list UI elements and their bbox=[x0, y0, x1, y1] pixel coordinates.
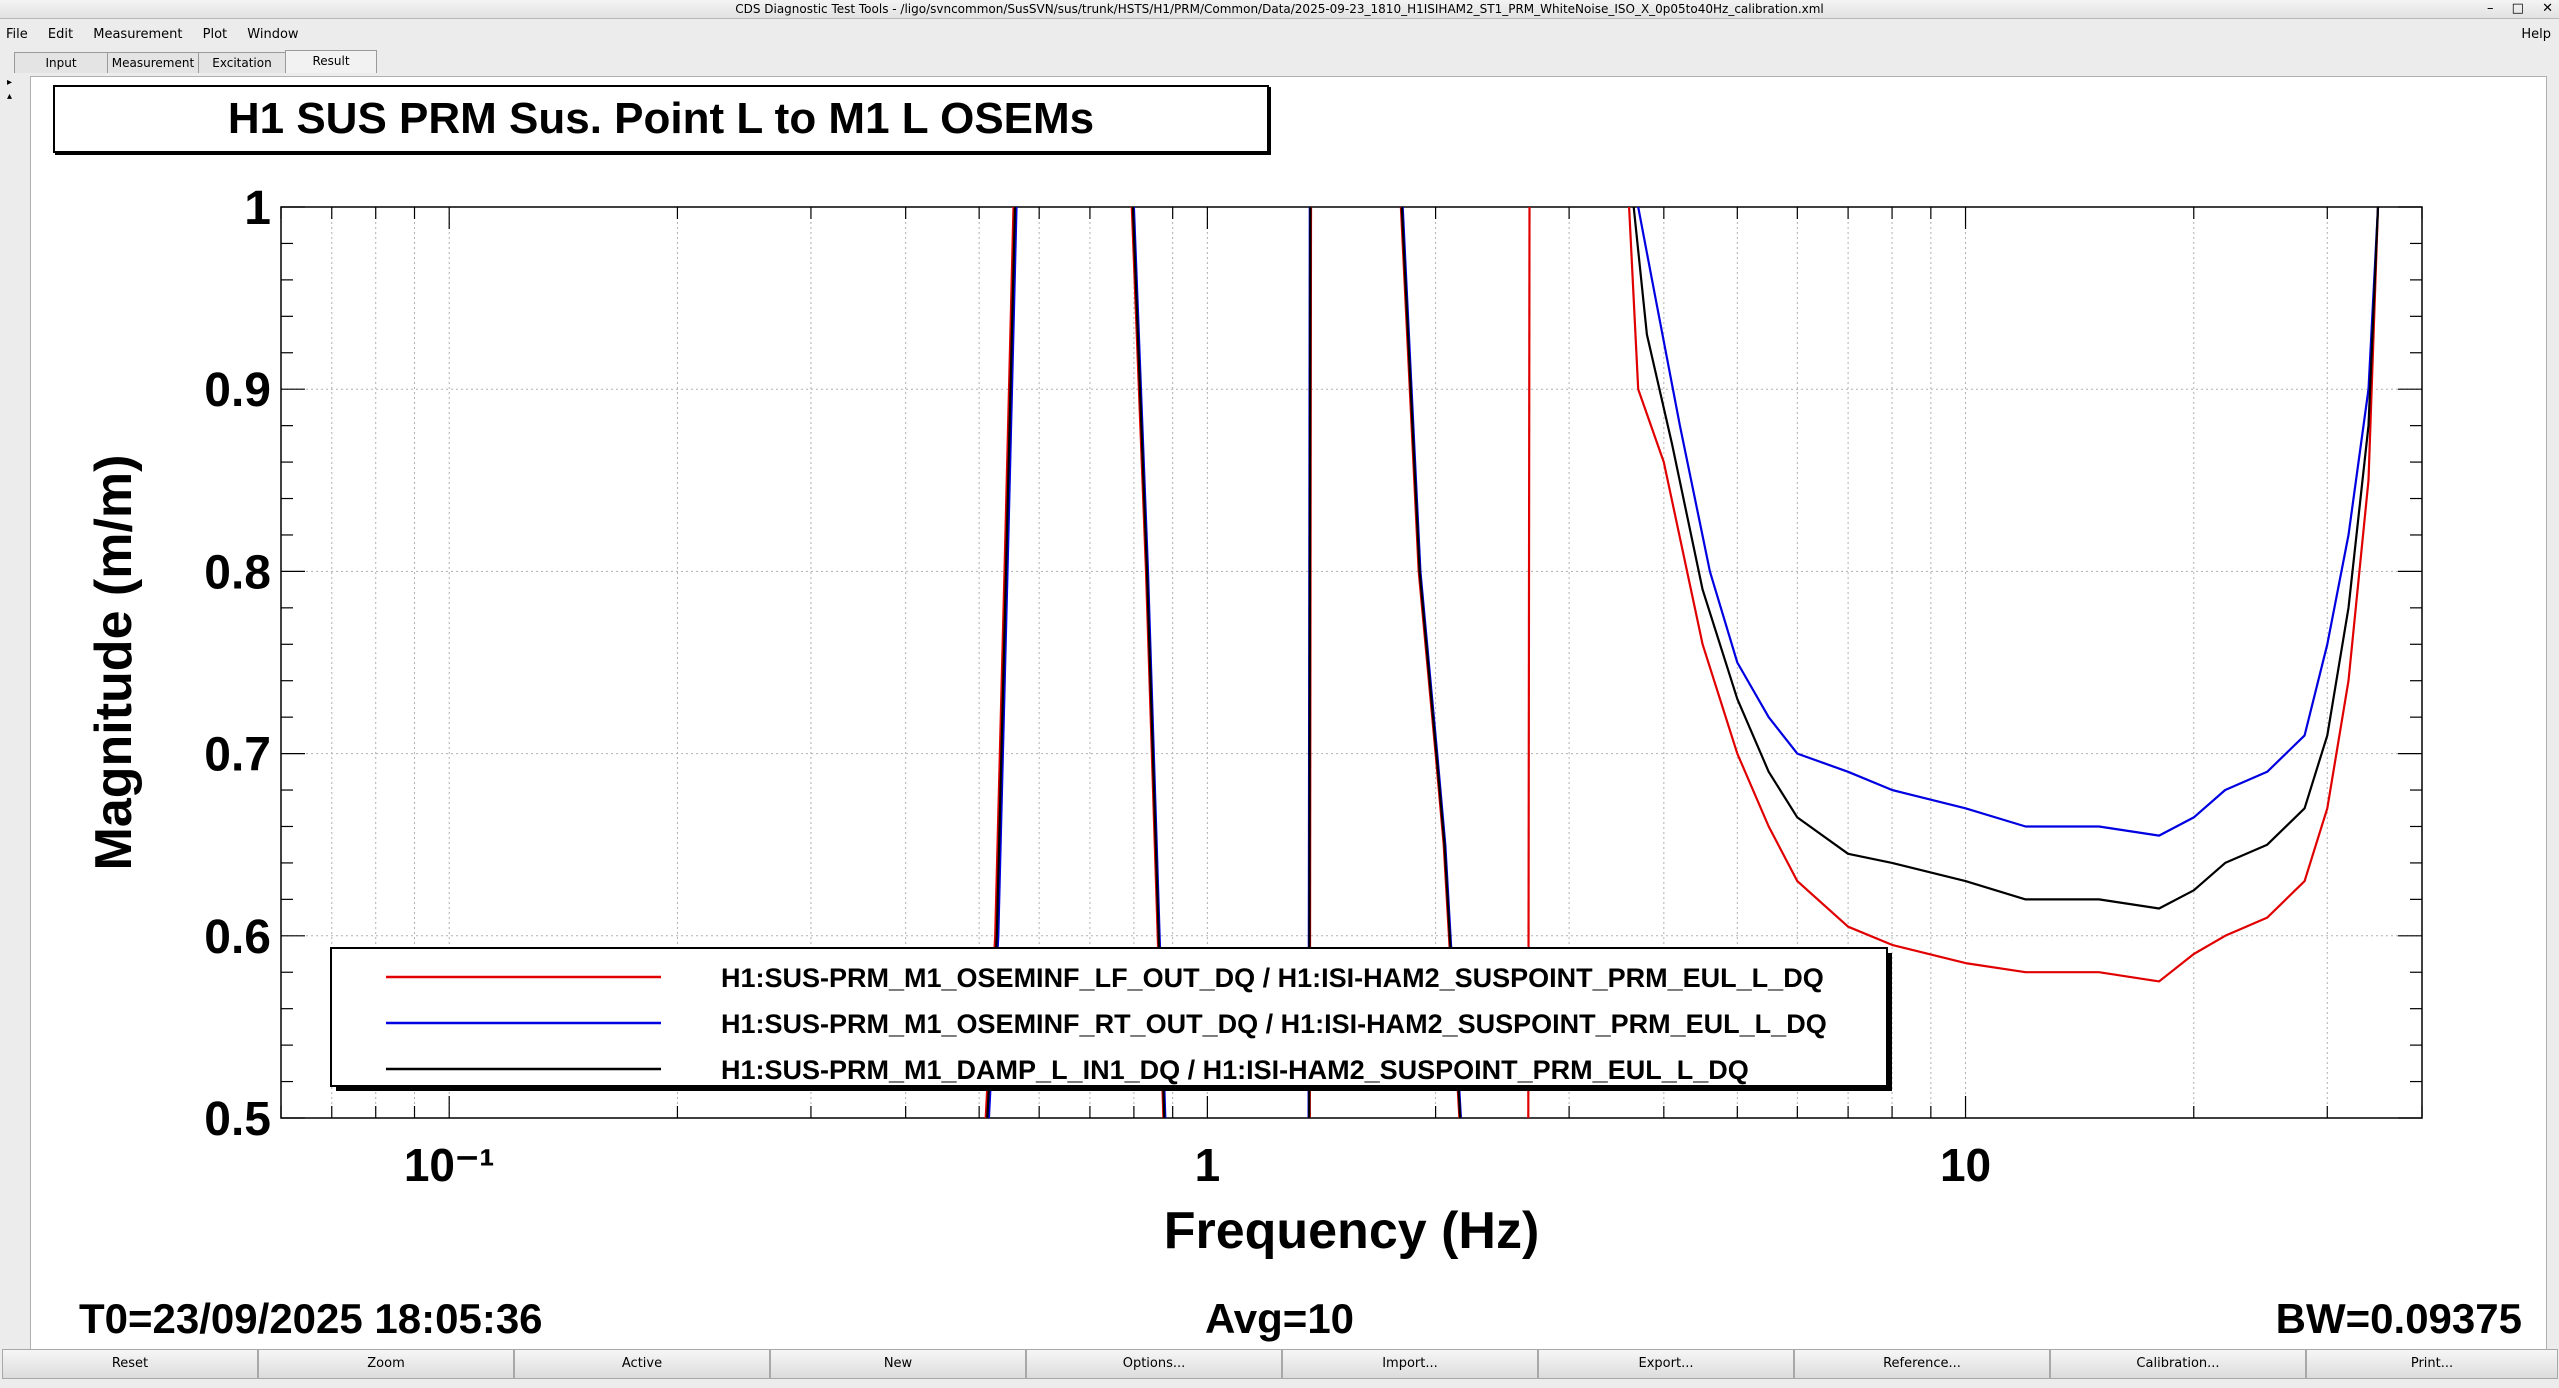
plot-title-box: H1 SUS PRM Sus. Point L to M1 L OSEMs bbox=[53, 85, 1269, 153]
x-axis-title: Frequency (Hz) bbox=[1164, 1202, 1540, 1260]
print-button[interactable]: Print... bbox=[2306, 1349, 2558, 1379]
plot-title: H1 SUS PRM Sus. Point L to M1 L OSEMs bbox=[227, 94, 1095, 143]
legend-label-3: H1:SUS-PRM_M1_DAMP_L_IN1_DQ / H1:ISI-HAM… bbox=[721, 1055, 1749, 1085]
tab-result[interactable]: Result bbox=[285, 50, 377, 73]
menu-window[interactable]: Window bbox=[247, 27, 299, 42]
reset-button[interactable]: Reset bbox=[2, 1349, 258, 1379]
series-line-3 bbox=[1400, 207, 1462, 1118]
menu-help[interactable]: Help bbox=[2521, 27, 2551, 42]
tab-measurement[interactable]: Measurement bbox=[107, 52, 199, 73]
export-button[interactable]: Export... bbox=[1538, 1349, 1794, 1379]
maximize-icon[interactable]: □ bbox=[2511, 1, 2524, 16]
menu-edit[interactable]: Edit bbox=[47, 27, 74, 42]
series-line-2 bbox=[1637, 207, 2380, 837]
legend-box bbox=[330, 947, 1888, 1087]
window-titlebar: CDS Diagnostic Test Tools - /ligo/svncom… bbox=[0, 0, 2559, 19]
y-axis-title: Magnitude (m/m) bbox=[85, 455, 143, 871]
y-tick-label: 0.6 bbox=[204, 911, 271, 964]
series-line-1 bbox=[1628, 207, 2380, 983]
close-icon[interactable]: ✕ bbox=[2542, 1, 2553, 16]
action-button-bar: Reset Zoom Active New Options... Import.… bbox=[0, 1349, 2559, 1381]
legend-label-2: H1:SUS-PRM_M1_OSEMINF_RT_OUT_DQ / H1:ISI… bbox=[721, 1009, 1827, 1039]
tab-input[interactable]: Input bbox=[14, 52, 108, 73]
y-tick-label: 0.9 bbox=[204, 364, 271, 417]
legend: H1:SUS-PRM_M1_OSEMINF_LF_OUT_DQ / H1:ISI… bbox=[330, 947, 1892, 1091]
x-tick-label: 10⁻¹ bbox=[404, 1139, 495, 1191]
new-button[interactable]: New bbox=[770, 1349, 1026, 1379]
window-controls: – □ ✕ bbox=[2473, 0, 2553, 18]
bode-plot[interactable]: 0.5 0.6 0.7 0.8 0.9 1 10⁻¹ 1 10 Frequency (Hz) Mag… bbox=[31, 77, 2546, 1349]
y-tick-label: 0.7 bbox=[204, 729, 271, 782]
arrow-up-icon[interactable]: ▴ bbox=[7, 91, 13, 102]
arrow-right-icon[interactable]: ▸ bbox=[7, 77, 13, 88]
import-button[interactable]: Import... bbox=[1282, 1349, 1538, 1379]
tab-excitation[interactable]: Excitation bbox=[198, 52, 286, 73]
active-button[interactable]: Active bbox=[514, 1349, 770, 1379]
plot-frame bbox=[280, 206, 2423, 1119]
menu-plot[interactable]: Plot bbox=[202, 27, 228, 42]
series-line-3 bbox=[1632, 207, 2380, 910]
calibration-button[interactable]: Calibration... bbox=[2050, 1349, 2306, 1379]
menu-file[interactable]: File bbox=[6, 27, 28, 42]
minimize-icon[interactable]: – bbox=[2487, 1, 2494, 16]
x-tick-label: 1 bbox=[1195, 1139, 1221, 1191]
menu-measurement[interactable]: Measurement bbox=[93, 27, 183, 42]
menu-bar: File Edit Measurement Plot Window Help bbox=[0, 19, 2559, 51]
result-plot-panel: 0.5 0.6 0.7 0.8 0.9 1 10⁻¹ 1 10 Frequency (Hz) Mag… bbox=[30, 76, 2547, 1350]
y-tick-label: 0.8 bbox=[204, 546, 271, 599]
legend-label-1: H1:SUS-PRM_M1_OSEMINF_LF_OUT_DQ / H1:ISI… bbox=[721, 963, 1824, 993]
series-group bbox=[984, 207, 2380, 1118]
y-tick-label: 0.5 bbox=[204, 1093, 271, 1146]
bw-label: BW=0.09375 bbox=[2275, 1295, 2522, 1342]
y-tick-label: 1 bbox=[244, 182, 271, 235]
t0-label: T0=23/09/2025 18:05:36 bbox=[79, 1295, 543, 1342]
zoom-button[interactable]: Zoom bbox=[258, 1349, 514, 1379]
x-tick-label: 10 bbox=[1940, 1139, 1991, 1191]
panel-scroll-arrows: ▸ ▴ bbox=[7, 76, 12, 104]
reference-button[interactable]: Reference... bbox=[1794, 1349, 2050, 1379]
options-button[interactable]: Options... bbox=[1026, 1349, 1282, 1379]
avg-label: Avg=10 bbox=[1205, 1295, 1355, 1342]
window-title: CDS Diagnostic Test Tools - /ligo/svncom… bbox=[735, 2, 1824, 16]
